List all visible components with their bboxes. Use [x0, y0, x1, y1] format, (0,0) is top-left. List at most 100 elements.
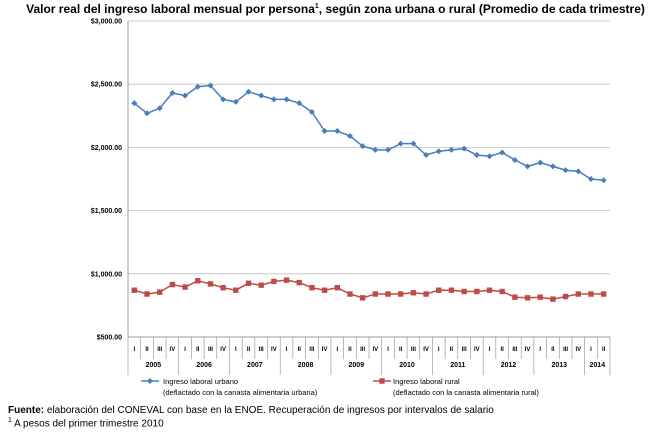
series-lines: [133, 84, 604, 300]
quarter-tick-label: III: [157, 347, 162, 353]
quarter-tick-label: III: [208, 347, 213, 353]
year-tick-label: 2006: [196, 362, 212, 369]
data-point-urbano: [194, 83, 201, 90]
data-point-urbano: [600, 177, 607, 184]
data-point-urbano: [258, 92, 265, 99]
gridlines: [128, 20, 610, 338]
data-point-urbano: [207, 82, 214, 89]
data-point-rural: [144, 291, 150, 297]
chart-title-main: Valor real del ingreso laboral mensual p…: [26, 2, 315, 16]
quarter-tick-label: II: [145, 347, 149, 353]
quarter-tick-label: IV: [474, 347, 480, 353]
quarter-tick-label: I: [590, 347, 592, 353]
data-point-rural: [334, 285, 340, 291]
chart-title-superscript: 1: [314, 3, 319, 10]
data-point-rural: [245, 280, 252, 286]
data-point-urbano: [169, 90, 176, 97]
quarter-tick-label: IV: [373, 347, 379, 353]
year-tick-label: 2007: [247, 362, 263, 369]
source-note: Fuente: elaboración del CONEVAL con base…: [8, 405, 494, 416]
data-point-rural: [423, 291, 429, 297]
year-tick-label: 2013: [551, 362, 567, 369]
quarter-tick-label: II: [298, 347, 302, 353]
quarter-tick-label: II: [501, 347, 505, 353]
legend-sublabel-2: (deflactado con la canasta alimentaria r…: [393, 388, 539, 397]
axes: [127, 21, 610, 338]
y-tick-label: $2,000.00: [91, 145, 122, 152]
quarter-tick-label: II: [196, 347, 200, 353]
data-point-urbano: [423, 151, 430, 158]
quarter-tick-label: II: [247, 347, 251, 353]
footnote-superscript: 1: [8, 417, 12, 424]
data-point-urbano: [321, 127, 328, 134]
data-point-urbano: [182, 92, 189, 99]
quarter-tick-label: II: [602, 347, 606, 353]
y-tick-label: $3,000.00: [91, 19, 122, 26]
year-tick-label: 2011: [450, 362, 465, 369]
data-point-rural: [372, 291, 379, 297]
data-point-urbano: [232, 98, 239, 105]
quarter-tick-label: I: [438, 347, 440, 353]
data-point-rural: [385, 291, 391, 297]
quarter-tick-label: IV: [271, 347, 277, 353]
quarter-tick-label: I: [387, 347, 389, 353]
y-tick-label: $2,500.00: [91, 82, 122, 89]
legend-label-2: Ingreso laboral rural: [393, 377, 460, 386]
quarter-tick-label: IV: [322, 347, 328, 353]
legend-label-1: Ingreso laboral urbano: [163, 377, 238, 386]
quarter-tick-label: IV: [170, 347, 176, 353]
series-line-2: [134, 279, 604, 300]
data-point-urbano: [270, 96, 277, 103]
quarter-tick-label: I: [235, 347, 237, 353]
quarter-tick-label: III: [360, 347, 365, 353]
data-point-urbano: [397, 140, 404, 147]
quarter-tick-label: II: [551, 347, 555, 353]
data-point-urbano: [144, 110, 151, 117]
year-tick-label: 2008: [298, 362, 314, 369]
year-tick-label: 2009: [349, 362, 365, 369]
data-point-rural: [448, 287, 455, 293]
quarter-tick-label: I: [184, 347, 186, 353]
data-point-rural: [461, 288, 467, 295]
data-point-urbano: [473, 151, 480, 158]
quarter-tick-label: I: [134, 347, 136, 353]
data-point-rural: [537, 294, 543, 300]
quarter-tick-label: III: [259, 347, 264, 353]
data-point-rural: [600, 291, 607, 297]
data-point-rural: [220, 285, 226, 291]
data-point-urbano: [156, 105, 163, 112]
data-point-rural: [562, 293, 569, 300]
quarter-tick-label: III: [563, 347, 568, 353]
data-point-urbano: [575, 168, 582, 175]
data-point-rural: [499, 288, 505, 295]
data-point-urbano: [562, 167, 569, 174]
data-point-rural: [271, 278, 277, 285]
data-point-rural: [347, 291, 353, 297]
y-tick-label: $500.00: [97, 335, 122, 342]
data-point-urbano: [486, 153, 493, 160]
footnote: 1 A pesos del primer trimestre 2010: [8, 417, 164, 429]
data-point-urbano: [308, 109, 315, 116]
data-point-rural: [474, 288, 480, 295]
data-point-urbano: [524, 163, 531, 170]
data-point-rural: [157, 289, 163, 295]
footnote-text: A pesos del primer trimestre 2010: [11, 418, 164, 430]
quarter-tick-label: I: [336, 347, 338, 353]
quarter-tick-label: II: [450, 347, 454, 353]
data-point-rural: [309, 285, 315, 291]
data-point-urbano: [334, 127, 341, 134]
legend-marker-1: [147, 378, 153, 384]
quarter-tick-label: IV: [220, 347, 226, 353]
data-point-rural: [296, 279, 302, 286]
chart-title-rest: , según zona urbana o rural (Promedio de…: [318, 2, 645, 16]
data-point-rural: [195, 278, 201, 284]
quarter-tick-label: II: [348, 347, 352, 353]
data-point-urbano: [385, 146, 392, 153]
data-point-urbano: [359, 143, 366, 150]
legend: Ingreso laboral urbano (deflactado con la…: [141, 377, 539, 397]
source-label: Fuente:: [8, 405, 45, 416]
year-tick-label: 2005: [146, 362, 162, 369]
year-tick-label: 2014: [590, 362, 606, 369]
quarter-tick-label: IV: [423, 347, 429, 353]
data-point-urbano: [410, 140, 417, 147]
